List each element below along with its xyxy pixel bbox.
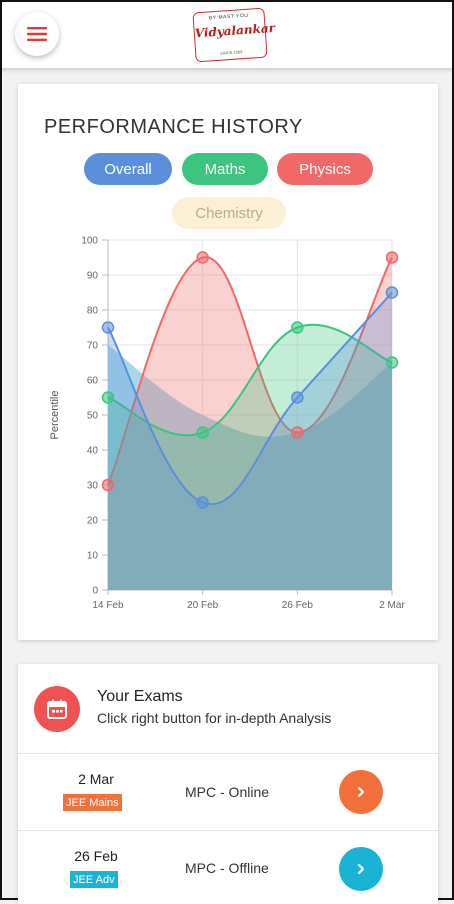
y-tick-label: 50 (87, 411, 99, 422)
maths-area (108, 324, 392, 590)
x-tick-label: 2 Mar (379, 600, 405, 611)
x-tick-label: 26 Feb (282, 600, 314, 611)
maths-point (196, 426, 209, 439)
overall-area (108, 292, 392, 590)
y-tick-label: 60 (87, 376, 99, 387)
maths-point (291, 321, 304, 334)
exam-analysis-button[interactable] (339, 770, 383, 814)
y-tick-label: 90 (87, 271, 99, 282)
performance-chart: 0 10 20 30 40 50 60 70 80 90 100 14 Feb 20 Feb 26 Feb… (49, 236, 405, 612)
y-tick-label: 70 (87, 341, 99, 352)
exam-type-badge: JEE Mains (63, 794, 122, 811)
divider (18, 753, 438, 754)
exams-subtitle: Click right button for in-depth Analysis (97, 710, 332, 726)
physics-point (291, 426, 304, 439)
overall-point (385, 286, 399, 299)
exam-analysis-button[interactable] (339, 847, 383, 891)
performance-history-card: PERFORMANCE HISTORY Overall Maths Physic… (18, 84, 438, 640)
maths-point (385, 356, 399, 369)
logo-text-bottom: SINCE 1959 (219, 49, 243, 56)
chevron-right-icon (357, 786, 365, 798)
overall-point (291, 391, 304, 404)
physics-area (108, 257, 392, 590)
logo-text-top: BY MAST YOU (208, 12, 249, 22)
filter-chemistry[interactable]: Chemistry (172, 197, 286, 229)
exam-description: MPC - Online (185, 784, 270, 800)
exam-date: 26 Feb (74, 848, 118, 864)
y-tick-label: 20 (87, 516, 99, 527)
exam-type-badge: JEE Adv (70, 871, 118, 888)
maths-point (101, 391, 115, 404)
overall-point (101, 321, 115, 334)
physics-point (196, 251, 209, 264)
exam-description: MPC - Offline (185, 860, 269, 876)
vidyalankar-logo: BY MAST YOU Vidyalankar SINCE 1959 (192, 7, 276, 63)
y-tick-label: 40 (87, 446, 99, 457)
chevron-right-icon (357, 863, 365, 875)
y-tick-label: 30 (87, 481, 99, 492)
your-exams-card: Your Exams Click right button for in-dep… (18, 664, 438, 904)
overall-line (107, 291, 393, 506)
maths-line (107, 323, 393, 437)
calendar-icon (47, 699, 67, 719)
exam-icon-circle (34, 686, 80, 732)
hamburger-menu-icon (27, 27, 47, 41)
chemistry-area (108, 345, 392, 590)
x-tick-label: 14 Feb (92, 600, 124, 611)
y-axis-label: Percentile (49, 391, 61, 440)
physics-point (101, 478, 115, 492)
logo-text-main: Vidyalankar (194, 20, 276, 41)
y-tick-label: 10 (87, 551, 99, 562)
y-tick-label: 80 (87, 306, 99, 317)
filter-overall[interactable]: Overall (84, 153, 172, 185)
y-tick-label: 0 (92, 586, 98, 597)
physics-line (107, 256, 393, 486)
filter-physics[interactable]: Physics (277, 153, 373, 185)
x-tick-label: 20 Feb (187, 600, 219, 611)
physics-point (385, 251, 399, 264)
top-app-bar: BY MAST YOU Vidyalankar SINCE 1959 (2, 2, 452, 69)
filter-maths[interactable]: Maths (182, 153, 268, 185)
exams-title: Your Exams (97, 688, 183, 705)
menu-button[interactable] (15, 12, 59, 56)
y-tick-label: 100 (81, 236, 98, 247)
performance-title: PERFORMANCE HISTORY (44, 116, 303, 138)
overall-point (196, 496, 209, 509)
divider (18, 830, 438, 831)
exam-date: 2 Mar (78, 771, 114, 787)
